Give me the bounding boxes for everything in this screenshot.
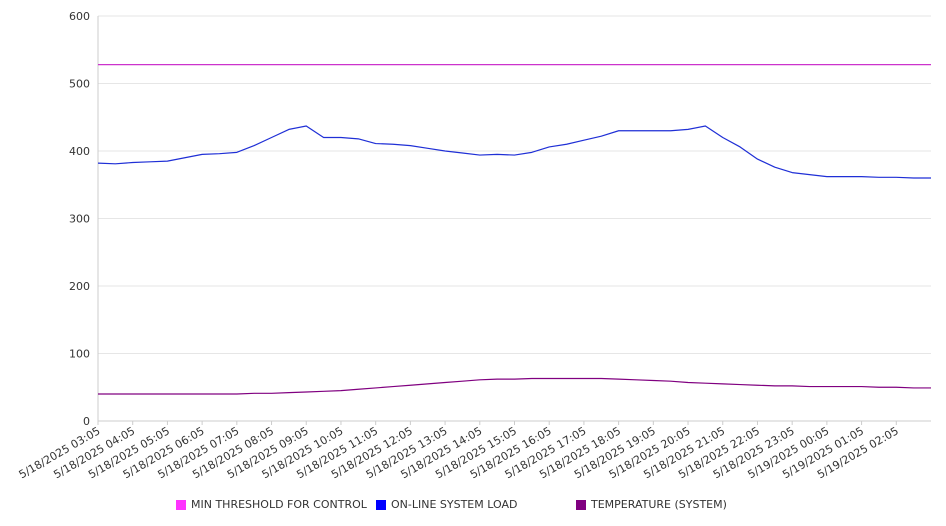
- x-axis-ticks: 5/18/2025 03:055/18/2025 04:055/18/2025 …: [17, 421, 901, 481]
- y-axis-ticks: 0 100 200 300 400 500 600: [69, 10, 90, 428]
- legend-label: MIN THRESHOLD FOR CONTROL: [191, 498, 367, 511]
- y-tick-label: 300: [69, 213, 90, 226]
- legend: MIN THRESHOLD FOR CONTROL ON-LINE SYSTEM …: [0, 498, 946, 514]
- legend-item[interactable]: TEMPERATURE (SYSTEM): [576, 498, 727, 511]
- legend-swatch: [376, 499, 386, 510]
- legend-item[interactable]: MIN THRESHOLD FOR CONTROL: [176, 498, 367, 511]
- y-tick-label: 0: [83, 415, 90, 428]
- y-tick-label: 400: [69, 145, 90, 158]
- gridlines: [98, 15, 931, 354]
- legend-swatch: [576, 499, 586, 510]
- legend-swatch: [176, 499, 186, 510]
- legend-item[interactable]: ON-LINE SYSTEM LOAD: [376, 498, 517, 511]
- y-tick-label: 500: [69, 78, 90, 91]
- y-tick-label: 100: [69, 348, 90, 361]
- legend-label: ON-LINE SYSTEM LOAD: [391, 498, 518, 511]
- series-line-1: [97, 125, 931, 179]
- series-line-2: [98, 377, 931, 395]
- series-lines: [97, 63, 931, 395]
- legend-label: TEMPERATURE (SYSTEM): [591, 498, 727, 511]
- y-tick-label: 600: [69, 10, 90, 23]
- y-tick-label: 200: [69, 280, 90, 293]
